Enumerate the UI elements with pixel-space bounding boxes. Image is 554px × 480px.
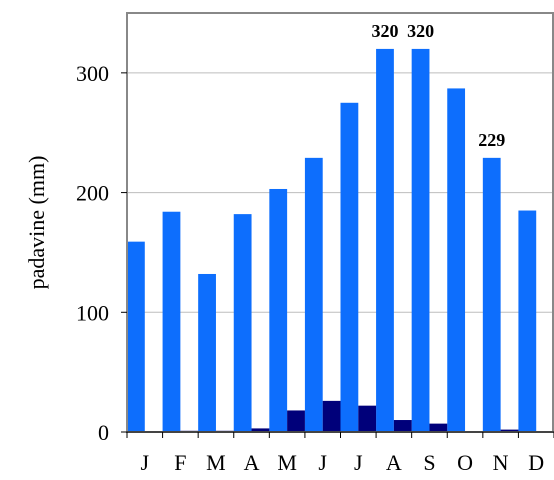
bars [127,48,537,433]
bar-series-1 [500,429,519,432]
data-label: 229 [478,130,505,150]
bar-series-1 [358,405,377,432]
axes [121,72,554,438]
bar-series-0 [304,157,323,432]
y-tick-label: 0 [98,420,109,445]
x-tick-label: J [141,450,150,475]
bar-series-0 [518,210,537,432]
data-label: 320 [371,21,398,41]
y-tick-label: 200 [76,181,109,206]
y-axis-label: padavine (mm) [24,156,49,290]
bar-series-0 [376,48,394,433]
bar-series-1 [287,410,305,432]
x-tick-label: M [206,450,226,475]
bar-series-0 [162,211,181,432]
bar-series-0 [269,188,288,432]
bar-series-1 [251,428,270,432]
y-tick-label: 300 [76,61,109,86]
bar-series-0 [198,273,216,432]
x-tick-label: M [277,450,297,475]
bar-series-0 [127,241,145,432]
y-tick-label: 100 [76,300,109,325]
bar-series-0 [411,48,430,433]
bar-series-0 [233,214,252,432]
data-labels: 320 320 229 [371,21,505,150]
bar-series-1 [429,423,448,432]
data-label: 320 [407,21,434,41]
x-tick-label: F [174,450,186,475]
x-tick-label: A [386,450,402,475]
bar-series-0 [340,102,359,433]
bar-series-0 [447,88,466,433]
bar-series-0 [482,157,501,432]
y-tick-labels: 0 100 200 300 [76,61,109,445]
x-tick-label: J [318,450,327,475]
x-tick-label: S [423,450,435,475]
bar-series-1 [322,400,341,432]
x-tick-label: D [528,450,544,475]
x-tick-label: O [457,450,473,475]
x-tick-label: J [354,450,363,475]
bar-series-1 [393,420,412,432]
x-tick-label: A [244,450,260,475]
x-tick-label: N [493,450,509,475]
